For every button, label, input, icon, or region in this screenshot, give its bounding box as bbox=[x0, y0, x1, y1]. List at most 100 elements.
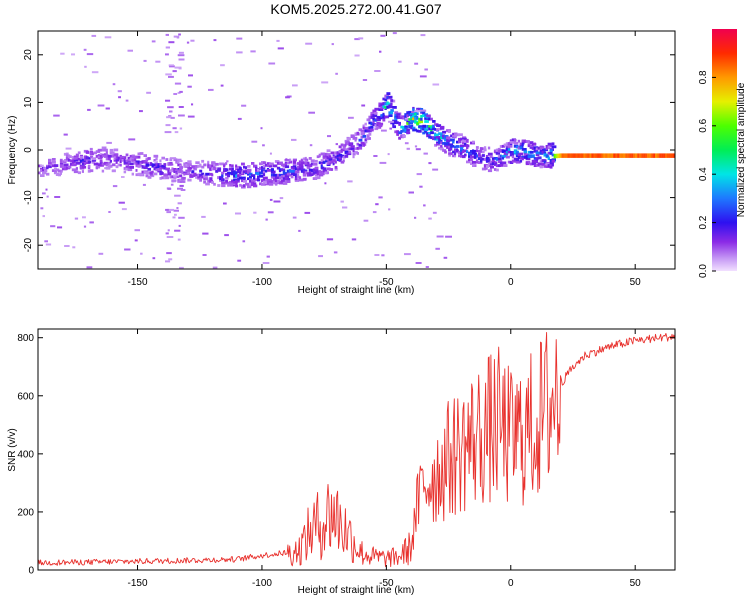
spectrogram-cell bbox=[125, 159, 128, 163]
spectrogram-cell bbox=[380, 103, 385, 107]
spectrogram-cell bbox=[179, 166, 183, 169]
spectrogram-cell bbox=[89, 169, 94, 173]
spectrogram-cell bbox=[268, 182, 274, 186]
spectrogram-cell bbox=[485, 157, 490, 160]
spectrogram-cell bbox=[243, 179, 247, 183]
spectrogram-cell bbox=[372, 109, 377, 113]
spectrogram-cell bbox=[635, 153, 638, 158]
spectrogram-cell bbox=[302, 173, 307, 177]
spectrogram-cell bbox=[65, 152, 69, 156]
spectrogram-cell bbox=[473, 152, 477, 156]
spectrogram-cell bbox=[527, 160, 531, 164]
spectrogram-cell bbox=[537, 163, 542, 166]
spectrogram-noise-cell bbox=[121, 208, 127, 211]
spectrogram-cell bbox=[125, 167, 130, 171]
spectrogram-cell bbox=[366, 118, 369, 122]
spectrogram-cell bbox=[412, 128, 417, 132]
spectrogram-cell bbox=[334, 160, 337, 164]
spectrogram-cell bbox=[229, 167, 232, 171]
spectrogram-noise-cell bbox=[42, 192, 46, 195]
spectrogram-cell bbox=[330, 168, 334, 171]
spectrogram-cell bbox=[239, 171, 242, 174]
spectrogram-cell bbox=[312, 171, 317, 175]
spectrogram-noise-cell bbox=[285, 158, 288, 161]
spectrogram-cell bbox=[87, 164, 91, 168]
spectrogram-cell bbox=[533, 149, 539, 152]
spectrogram-cell bbox=[75, 161, 81, 165]
spectrogram-noise-cell bbox=[251, 140, 258, 143]
spectrogram-cell bbox=[511, 159, 516, 163]
spectrogram-cell bbox=[358, 128, 362, 132]
spectrogram-cell bbox=[59, 162, 64, 166]
spectrogram-cell bbox=[410, 119, 415, 123]
spectrogram-cell bbox=[105, 154, 110, 158]
spectrogram-cell bbox=[105, 163, 110, 167]
spectrogram-noise-cell bbox=[375, 203, 379, 206]
spectrogram-cell bbox=[302, 177, 307, 181]
spectrogram-cell bbox=[145, 171, 150, 175]
spectrogram-noise-cell bbox=[404, 253, 411, 256]
spectrogram-cell bbox=[340, 160, 345, 164]
spectrogram-cell bbox=[79, 166, 82, 169]
spectrogram-cell bbox=[539, 160, 543, 163]
spectrogram-cell bbox=[442, 149, 447, 152]
spectrogram-cell bbox=[472, 164, 475, 167]
spectrogram-noise-cell bbox=[179, 180, 185, 183]
spectrogram-noise-cell bbox=[415, 262, 422, 264]
spectrogram-cell bbox=[225, 168, 229, 172]
spectrogram-cell bbox=[509, 153, 515, 157]
x-tick-label: -100 bbox=[252, 578, 272, 589]
spectrogram-noise-cell bbox=[165, 33, 169, 36]
spectrogram-cell bbox=[89, 147, 93, 151]
spectrogram-cell bbox=[326, 153, 331, 156]
spectrogram-cell bbox=[161, 164, 166, 168]
spectrogram-noise-cell bbox=[120, 155, 125, 158]
spectrogram-cell bbox=[549, 161, 554, 165]
spectrogram-noise-cell bbox=[309, 144, 313, 147]
spectrogram-cell bbox=[503, 143, 508, 147]
spectrogram-cell bbox=[370, 111, 375, 115]
spectrogram-noise-cell bbox=[445, 235, 452, 238]
spectrogram-cell bbox=[466, 150, 469, 153]
spectrogram-cell bbox=[434, 143, 438, 147]
spectrogram-noise-cell bbox=[57, 226, 63, 229]
spectrogram-cell bbox=[408, 118, 413, 121]
spectrogram-cell bbox=[274, 176, 280, 180]
spectrogram-cell bbox=[332, 159, 336, 162]
spectrogram-cell bbox=[163, 173, 167, 177]
spectrogram-cell bbox=[527, 144, 531, 148]
spectrogram-cell bbox=[406, 128, 410, 132]
spectrogram-cell bbox=[304, 156, 307, 160]
spectrogram-cell bbox=[264, 179, 268, 182]
spectrogram-cell bbox=[300, 159, 303, 163]
spectrogram-cell bbox=[553, 153, 556, 159]
spectrogram-cell bbox=[316, 172, 319, 176]
spectrogram-cell bbox=[159, 162, 162, 166]
spectrogram-noise-cell bbox=[266, 255, 270, 258]
spectrogram-cell bbox=[276, 173, 280, 177]
spectrogram-noise-cell bbox=[241, 104, 247, 107]
spectrogram-cell bbox=[378, 124, 383, 128]
spectrogram-cell bbox=[462, 141, 466, 145]
spectrogram-cell bbox=[436, 137, 440, 141]
spectrogram-noise-cell bbox=[354, 38, 360, 41]
spectrogram-noise-cell bbox=[379, 50, 382, 53]
spectrogram-noise-cell bbox=[174, 82, 182, 85]
spectrogram-noise-cell bbox=[177, 91, 181, 94]
spectrogram-cell bbox=[181, 176, 184, 180]
spectrogram-cell bbox=[424, 128, 429, 131]
x-tick-label: 50 bbox=[630, 578, 642, 589]
spectrogram-cell bbox=[324, 152, 328, 156]
spectrogram-cell bbox=[430, 131, 434, 135]
spectrogram-cell bbox=[535, 147, 540, 151]
spectrogram-cell bbox=[362, 142, 365, 146]
spectrogram-cell bbox=[428, 127, 432, 131]
spectrogram-cell bbox=[189, 166, 193, 170]
spectrogram-noise-cell bbox=[342, 206, 348, 209]
spectrogram-cell bbox=[145, 163, 150, 167]
spectrogram-cell bbox=[414, 112, 417, 116]
spectrogram-cell bbox=[253, 176, 256, 180]
spectrogram-cell bbox=[360, 135, 364, 139]
spectrogram-cell bbox=[438, 137, 442, 141]
spectrogram-noise-cell bbox=[372, 211, 377, 214]
